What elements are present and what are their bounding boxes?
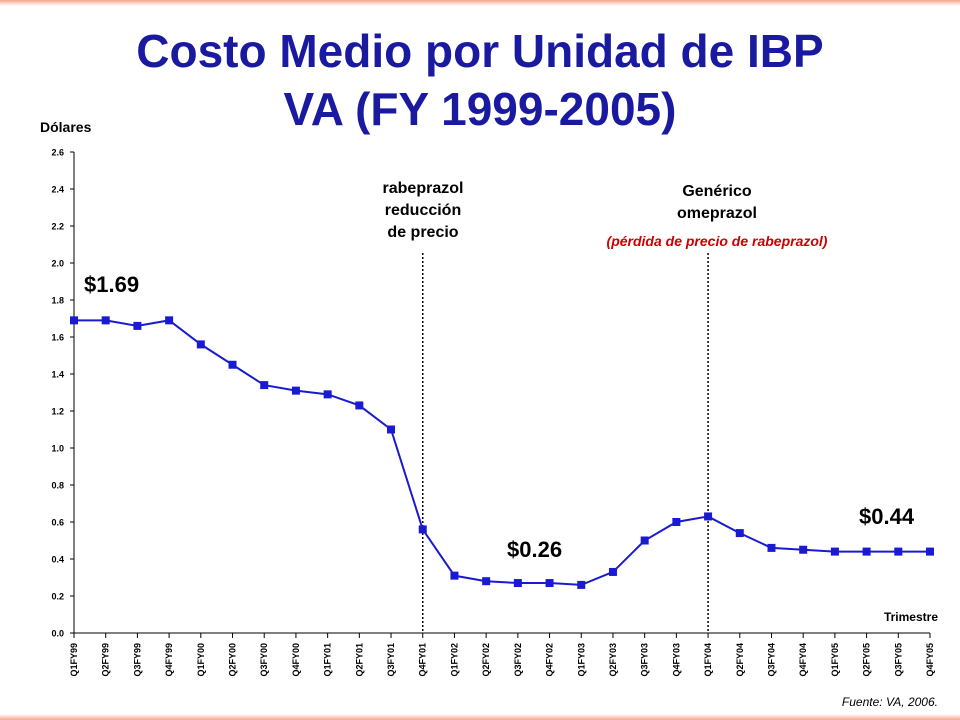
chart-title: Costo Medio por Unidad de IBP VA (FY 199… (0, 22, 960, 138)
reference-label-line: Genérico (682, 183, 752, 200)
x-tick-label: Q3FY02 (513, 643, 523, 677)
y-tick-label: 1.4 (51, 370, 64, 380)
data-point (196, 340, 205, 349)
x-tick-label: Q4FY02 (545, 643, 555, 677)
reference-label-line: reducción (385, 202, 461, 219)
y-tick-label: 1.0 (51, 444, 64, 454)
data-point (577, 580, 586, 589)
x-tick-label: Q1FY99 (69, 643, 79, 677)
value-annotation: $1.69 (84, 272, 139, 297)
reference-label-line: rabeprazol (383, 180, 464, 197)
data-point (608, 567, 617, 576)
data-point (704, 512, 713, 521)
data-point (418, 525, 427, 534)
x-tick-label: Q2FY01 (354, 643, 364, 677)
value-annotation: $0.26 (507, 537, 562, 562)
x-tick-label: Q1FY01 (323, 643, 333, 677)
x-tick-label: Q3FY03 (640, 643, 650, 677)
x-tick-label: Q3FY99 (132, 643, 142, 677)
data-point (355, 401, 364, 410)
x-tick-label: Q2FY02 (481, 643, 491, 677)
data-point (862, 547, 871, 556)
data-point (323, 390, 332, 399)
x-tick-label: Q2FY05 (862, 643, 872, 677)
data-point (133, 321, 142, 330)
data-point (767, 543, 776, 552)
y-tick-label: 1.6 (51, 333, 64, 343)
top-decoration-band (0, 0, 960, 6)
x-tick-label: Q2FY03 (608, 643, 618, 677)
x-axis-label: Trimestre (884, 610, 938, 624)
data-point (450, 571, 459, 580)
y-tick-label: 2.4 (51, 185, 64, 195)
data-point (894, 547, 903, 556)
data-point (926, 547, 934, 556)
x-tick-label: Q3FY05 (893, 643, 903, 677)
x-tick-label: Q2FY04 (735, 643, 745, 677)
reference-label-line: de precio (387, 224, 458, 241)
data-point (640, 536, 649, 545)
y-tick-label: 1.8 (51, 296, 64, 306)
x-tick-label: Q3FY01 (386, 643, 396, 677)
data-point (70, 316, 78, 325)
data-point (799, 545, 808, 554)
title-line-2: VA (FY 1999-2005) (283, 83, 677, 135)
data-point (291, 386, 300, 395)
x-tick-label: Q3FY04 (766, 643, 776, 677)
data-point (735, 529, 744, 538)
x-tick-label: Q1FY00 (196, 643, 206, 677)
x-tick-label: Q2FY99 (101, 643, 111, 677)
x-tick-label: Q1FY03 (576, 643, 586, 677)
data-point (101, 316, 110, 325)
series-line (74, 319, 930, 586)
x-tick-label: Q1FY04 (703, 643, 713, 677)
x-tick-label: Q1FY02 (449, 643, 459, 677)
data-point (545, 579, 554, 588)
x-tick-label: Q3FY00 (259, 643, 269, 677)
value-annotation: $0.44 (859, 504, 915, 529)
y-tick-label: 0.0 (51, 629, 64, 639)
y-tick-label: 0.8 (51, 481, 64, 491)
x-tick-label: Q4FY00 (291, 643, 301, 677)
bottom-decoration-band (0, 714, 960, 720)
y-tick-label: 2.2 (51, 222, 64, 232)
data-point (165, 316, 174, 325)
data-point (260, 381, 269, 390)
data-point (387, 425, 396, 434)
source-note: Fuente: VA, 2006. (841, 695, 938, 709)
y-tick-label: 2.6 (51, 148, 64, 158)
reference-label-line: omeprazol (677, 205, 757, 222)
title-line-1: Costo Medio por Unidad de IBP (136, 25, 824, 77)
data-point (513, 579, 522, 588)
y-tick-label: 2.0 (51, 259, 64, 269)
data-point (672, 518, 681, 526)
y-tick-label: 0.4 (51, 555, 64, 565)
y-tick-label: 1.2 (51, 407, 64, 417)
x-tick-label: Q2FY00 (228, 643, 238, 677)
reference-sub-label: (pérdida de precio de rabeprazol) (607, 233, 828, 249)
data-point (830, 547, 839, 556)
data-point (482, 577, 491, 586)
x-tick-label: Q4FY99 (164, 643, 174, 677)
x-tick-label: Q1FY05 (830, 643, 840, 677)
x-tick-label: Q4FY03 (671, 643, 681, 677)
y-tick-label: 0.6 (51, 518, 64, 528)
x-tick-label: Q4FY05 (925, 643, 935, 677)
data-point (228, 360, 237, 369)
x-tick-label: Q4FY04 (798, 643, 808, 677)
y-axis-label: Dólares (40, 119, 92, 135)
y-tick-label: 0.2 (51, 592, 64, 602)
x-tick-label: Q4FY01 (418, 643, 428, 677)
